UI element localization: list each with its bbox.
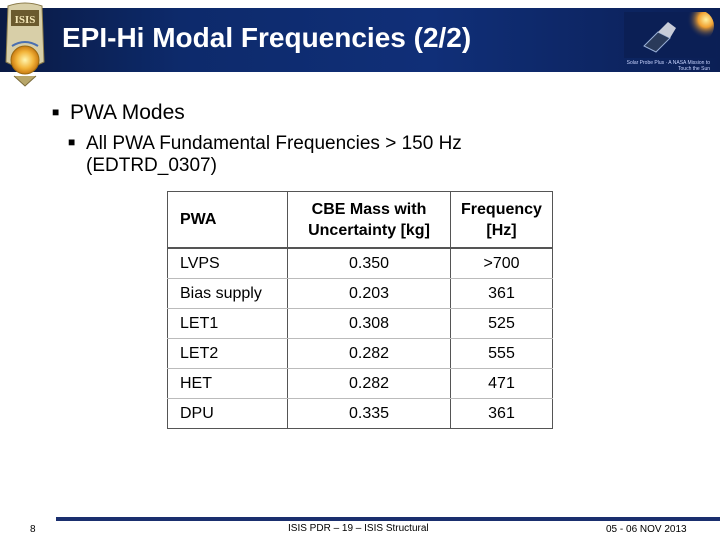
cell-name: DPU [167, 398, 288, 429]
cell-name: LET2 [167, 338, 288, 369]
cell-mass: 0.282 [287, 368, 451, 399]
cell-name: LVPS [167, 247, 288, 279]
header-pwa: PWA [167, 191, 288, 249]
bullet-text-line2: (EDTRD_0307) [86, 155, 217, 176]
cell-frequency: 361 [450, 398, 553, 429]
cell-frequency: >700 [450, 247, 553, 279]
cell-frequency: 525 [450, 308, 553, 339]
table-row: LET1 0.308 525 [167, 308, 553, 339]
footer-page-number: 8 [30, 524, 36, 535]
isis-logo-icon: ISIS [2, 2, 48, 88]
cell-mass: 0.308 [287, 308, 451, 339]
header-frequency: Frequency [Hz] [450, 191, 553, 249]
cell-frequency: 361 [450, 278, 553, 309]
bullet-pwa-modes: ■ PWA Modes [52, 101, 185, 125]
footer-center-text: ISIS PDR – 19 – ISIS Structural [288, 523, 429, 534]
cell-mass: 0.350 [287, 247, 451, 279]
cell-frequency: 555 [450, 338, 553, 369]
cell-mass: 0.282 [287, 338, 451, 369]
cell-name: LET1 [167, 308, 288, 339]
header-band [0, 8, 720, 72]
cell-frequency: 471 [450, 368, 553, 399]
cell-name: HET [167, 368, 288, 399]
header-mass-line2: Uncertainty [kg] [308, 221, 430, 239]
footer-rule [56, 517, 720, 521]
footer-date: 05 - 06 NOV 2013 [606, 524, 687, 535]
table-header-row: PWA CBE Mass with Uncertainty [kg] Frequ… [167, 191, 553, 249]
table-row: Bias supply 0.203 361 [167, 278, 553, 309]
cell-mass: 0.203 [287, 278, 451, 309]
page-title: EPI-Hi Modal Frequencies (2/2) [62, 22, 472, 53]
table-row: LVPS 0.350 >700 [167, 247, 553, 279]
cell-name: Bias supply [167, 278, 288, 309]
bullet-square-icon: ■ [52, 105, 60, 119]
cell-mass: 0.335 [287, 398, 451, 429]
header-mass: CBE Mass with Uncertainty [kg] [287, 191, 451, 249]
solar-probe-plus-logo-text: Solar Probe Plus · A NASA Mission to Tou… [626, 60, 710, 72]
table-row: DPU 0.335 361 [167, 398, 553, 429]
isis-logo-text: ISIS [15, 14, 36, 26]
header-frequency-line1: Frequency [461, 200, 542, 218]
header-mass-line1: CBE Mass with [311, 200, 427, 218]
table-row: LET2 0.282 555 [167, 338, 553, 369]
table-row: HET 0.282 471 [167, 368, 553, 399]
bullet-square-icon: ■ [68, 135, 76, 149]
header-frequency-line2: [Hz] [486, 221, 517, 239]
pwa-frequency-table: PWA CBE Mass with Uncertainty [kg] Frequ… [167, 191, 553, 429]
bullet-text: PWA Modes [70, 101, 185, 124]
bullet-text-line1: All PWA Fundamental Frequencies > 150 Hz [86, 133, 462, 154]
solar-probe-plus-logo-icon: Solar Probe Plus · A NASA Mission to Tou… [624, 10, 716, 72]
bullet-fundamental-frequencies: ■ All PWA Fundamental Frequencies > 150 H… [68, 131, 548, 177]
